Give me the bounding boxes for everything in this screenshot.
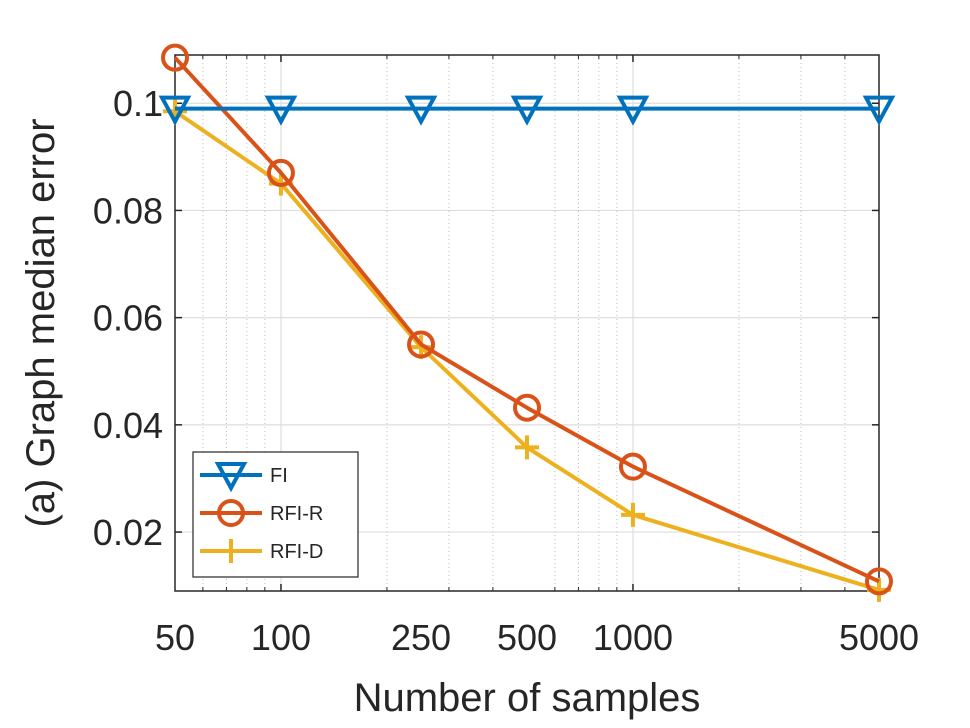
legend-marker <box>214 462 248 493</box>
tick-labels: 50 100 250 500 1000 5000 0.02 0.04 0.06 0.08 0.1 <box>93 83 919 658</box>
data-point-fi <box>862 95 896 126</box>
data-point-fi <box>264 95 298 126</box>
axis-ticks <box>175 55 879 591</box>
series-line-rfi-d <box>173 109 880 592</box>
data-point-rfi-d <box>515 435 539 460</box>
data-point-rfi-r <box>407 330 436 359</box>
legend-label: RFI-R <box>270 503 323 525</box>
series-layer <box>158 43 896 602</box>
legend-marker <box>217 499 245 527</box>
data-point-rfi-d <box>620 502 645 527</box>
series-line-rfi-r <box>173 56 880 584</box>
data-point-rfi-r <box>266 158 295 187</box>
data-point-rfi-r <box>161 43 189 72</box>
x-tick-label: 1000 <box>593 617 673 658</box>
legend: FI RFI-R RFI-D <box>192 451 359 578</box>
y-tick-label: 0.02 <box>93 512 163 553</box>
data-point-fi <box>404 95 438 126</box>
series-fi <box>158 95 896 126</box>
axes-box <box>174 54 880 592</box>
y-tick-label: 0.1 <box>113 83 163 124</box>
legend-label: FI <box>270 465 288 487</box>
x-tick-label: 500 <box>497 617 557 658</box>
y-tick-label: 0.04 <box>93 405 163 446</box>
x-tick-label: 50 <box>155 617 195 658</box>
data-point-fi <box>510 95 544 126</box>
data-point-fi <box>158 95 192 126</box>
y-axis-title: (a) Graph median error <box>19 118 63 527</box>
legend-label: RFI-D <box>270 541 323 563</box>
data-point-fi <box>616 95 650 126</box>
x-tick-label: 100 <box>251 617 311 658</box>
x-axis-title: Number of samples <box>354 676 701 720</box>
minor-grid <box>202 55 846 591</box>
legend-entry: RFI-D <box>200 539 323 563</box>
legend-entry: FI <box>200 462 288 493</box>
x-tick-label: 250 <box>391 617 451 658</box>
data-point-rfi-r <box>865 567 893 596</box>
y-tick-label: 0.06 <box>93 298 163 339</box>
data-point-rfi-r <box>513 393 541 422</box>
legend-marker <box>219 539 243 563</box>
data-point-rfi-r <box>618 452 647 481</box>
x-tick-label: 5000 <box>839 617 919 658</box>
legend-entry: RFI-R <box>200 499 323 527</box>
y-tick-label: 0.08 <box>93 190 163 231</box>
series-rfi-r <box>161 43 893 596</box>
